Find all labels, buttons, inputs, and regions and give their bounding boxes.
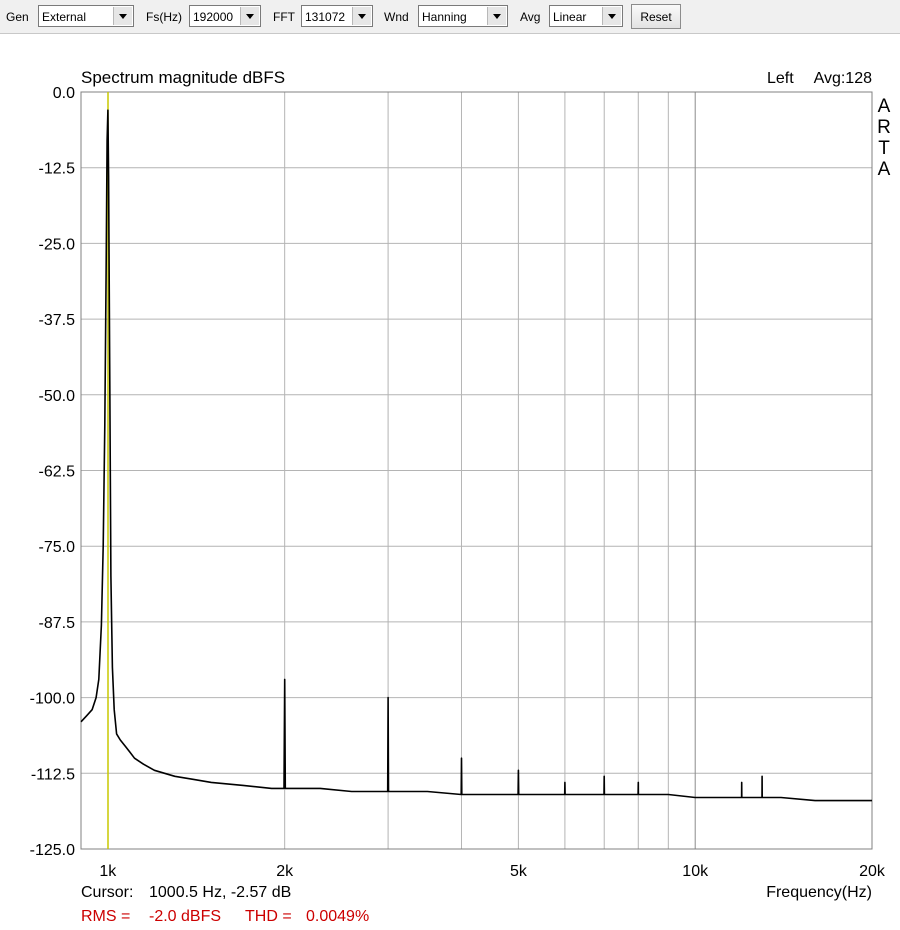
fs-select[interactable]: 192000 — [189, 5, 261, 27]
chart-title: Spectrum magnitude dBFS — [81, 68, 285, 87]
rms-value: -2.0 dBFS — [149, 908, 221, 925]
arta-brand-letter: A — [878, 96, 891, 117]
chevron-down-icon[interactable] — [352, 7, 371, 25]
wnd-value: Hanning — [422, 10, 467, 24]
wnd-label: Wnd — [384, 10, 409, 24]
avg-label: Avg — [520, 10, 541, 24]
arta-brand-letter: T — [878, 138, 890, 159]
y-tick-label: -100.0 — [30, 691, 75, 708]
avg-count-label: Avg:128 — [814, 70, 873, 87]
y-tick-label: -50.0 — [39, 388, 76, 405]
chevron-down-icon[interactable] — [487, 7, 506, 25]
x-axis: 1k 2k 5k 10k 20k — [99, 863, 885, 880]
spectrum-trace — [80, 109, 872, 802]
chevron-down-icon[interactable] — [240, 7, 259, 25]
y-axis: 0.0 -12.5 -25.0 -37.5 -50.0 -62.5 -75.0 -87.5 -1… — [30, 85, 75, 859]
chevron-down-icon[interactable] — [602, 7, 621, 25]
fs-label: Fs(Hz) — [146, 10, 182, 24]
x-tick-label: 2k — [276, 863, 294, 880]
thd-value: 0.0049% — [306, 908, 369, 925]
x-tick-label: 20k — [859, 863, 886, 880]
x-tick-label: 5k — [510, 863, 528, 880]
gen-select[interactable]: External — [38, 5, 134, 27]
y-tick-label: -87.5 — [39, 615, 76, 632]
x-tick-label: 10k — [682, 863, 709, 880]
gen-value: External — [42, 10, 87, 24]
chevron-down-icon[interactable] — [113, 7, 132, 25]
fs-value: 192000 — [193, 10, 234, 24]
cursor-label: Cursor: — [81, 884, 133, 901]
grid — [81, 91, 872, 850]
avg-select[interactable]: Linear — [549, 5, 623, 27]
y-tick-label: -37.5 — [39, 312, 76, 329]
fft-label: FFT — [273, 10, 295, 24]
arta-brand-letter: R — [877, 117, 891, 138]
reset-button[interactable]: Reset — [631, 4, 681, 29]
thd-label: THD = — [245, 908, 292, 925]
x-axis-label: Frequency(Hz) — [766, 884, 872, 901]
gen-label: Gen — [6, 10, 29, 24]
toolbar: Gen External Fs(Hz) 192000 FFT 131072 Wn… — [0, 0, 900, 34]
y-tick-label: 0.0 — [53, 85, 75, 102]
avg-value: Linear — [553, 10, 587, 24]
y-tick-label: -112.5 — [31, 766, 75, 783]
fft-select[interactable]: 131072 — [301, 5, 373, 27]
y-tick-label: -12.5 — [39, 161, 76, 178]
y-tick-label: -125.0 — [30, 842, 75, 859]
fft-value: 131072 — [305, 10, 346, 24]
cursor-readout: 1000.5 Hz, -2.57 dB — [149, 884, 291, 901]
y-tick-label: -62.5 — [39, 464, 76, 481]
rms-label: RMS = — [81, 908, 130, 925]
channel-label: Left — [767, 70, 794, 87]
y-tick-label: -25.0 — [39, 236, 76, 253]
wnd-select[interactable]: Hanning — [418, 5, 508, 27]
arta-brand-letter: A — [878, 159, 891, 180]
x-tick-label: 1k — [99, 863, 117, 880]
plot-frame — [80, 91, 873, 850]
y-tick-label: -75.0 — [39, 539, 76, 556]
